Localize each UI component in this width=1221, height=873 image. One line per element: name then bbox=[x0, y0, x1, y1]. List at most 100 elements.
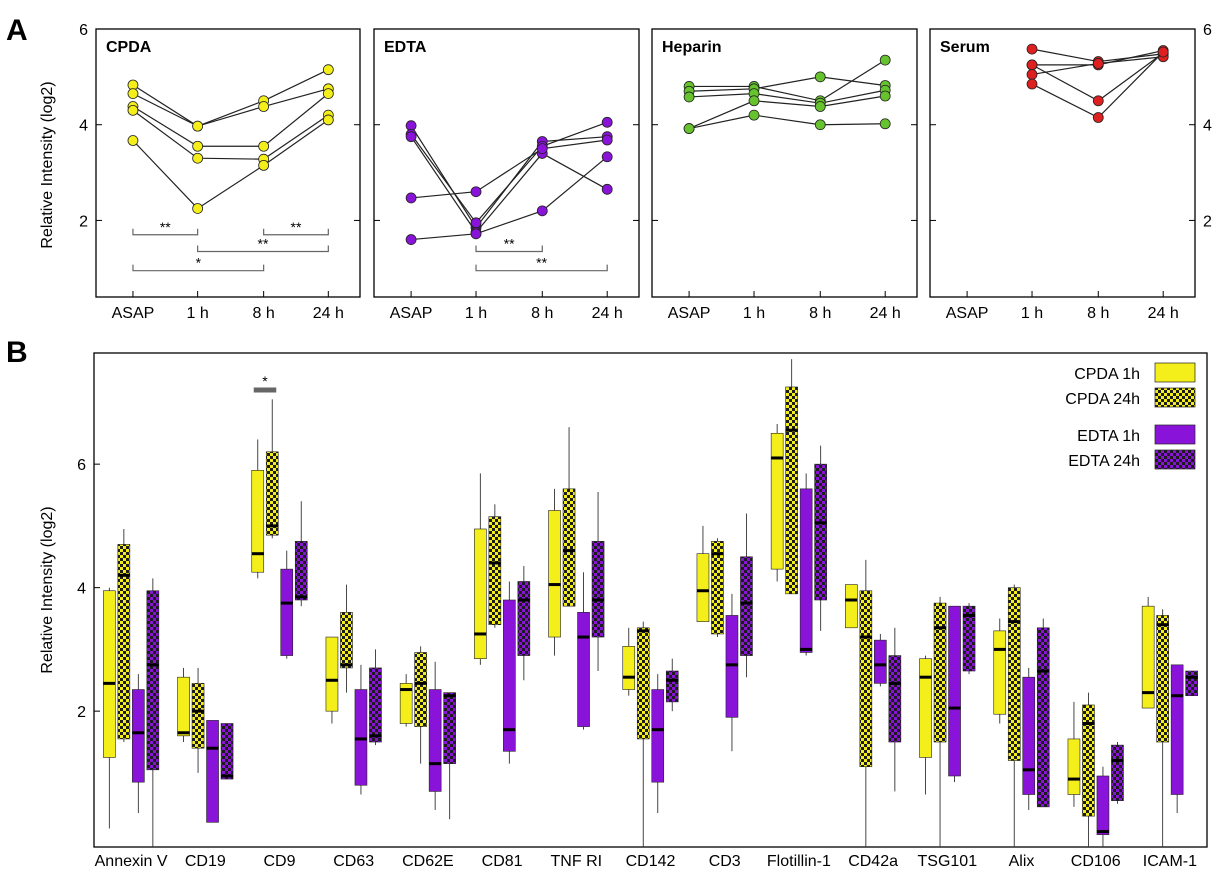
line-chart-serum: Serum 2 4 6 ASAP 1 h 8 h 24 h bbox=[929, 22, 1212, 322]
box bbox=[251, 470, 265, 573]
data-point bbox=[405, 234, 417, 245]
significance-label: * bbox=[262, 373, 268, 389]
y-tick-label: 6 bbox=[79, 22, 88, 39]
box bbox=[503, 599, 516, 752]
data-point bbox=[258, 101, 270, 112]
significance-bracket bbox=[263, 228, 329, 236]
box bbox=[488, 516, 502, 626]
x-tick-label: 1 h bbox=[187, 305, 209, 322]
panel-label-b: B bbox=[6, 336, 28, 369]
data-point bbox=[601, 116, 613, 128]
data-point bbox=[192, 203, 204, 214]
data-point bbox=[1026, 43, 1038, 55]
significance-label: * bbox=[196, 255, 202, 271]
data-point bbox=[405, 131, 417, 143]
significance-label: ** bbox=[291, 219, 302, 235]
chart-title: EDTA bbox=[384, 39, 427, 56]
series-line bbox=[688, 114, 886, 130]
x-tick-label: 1 h bbox=[1021, 305, 1043, 322]
box bbox=[280, 568, 294, 656]
box bbox=[294, 541, 308, 601]
box bbox=[1036, 627, 1050, 808]
series-line bbox=[689, 89, 886, 104]
box bbox=[369, 667, 382, 743]
x-tick-label: Annexin V bbox=[95, 853, 168, 870]
data-point bbox=[127, 135, 139, 146]
line-chart-heparin: Heparin ASAP 1 h 8 h 24 h bbox=[651, 28, 918, 322]
data-point bbox=[192, 152, 204, 164]
data-point bbox=[536, 143, 548, 155]
box bbox=[220, 723, 234, 780]
box bbox=[1170, 664, 1184, 795]
data-point bbox=[879, 118, 891, 130]
series-line bbox=[411, 139, 608, 199]
box bbox=[177, 676, 190, 737]
significance-bracket bbox=[132, 264, 265, 272]
data-point bbox=[814, 119, 826, 131]
y-tick-label: 4 bbox=[79, 118, 88, 135]
x-tick-label: 8 h bbox=[1087, 305, 1109, 322]
x-tick-label: 24 h bbox=[592, 305, 623, 322]
data-point bbox=[322, 88, 334, 100]
box bbox=[577, 612, 590, 727]
box bbox=[651, 689, 665, 783]
data-point bbox=[405, 192, 417, 204]
x-tick-label: ASAP bbox=[390, 305, 433, 322]
series-line bbox=[411, 156, 608, 241]
box bbox=[799, 488, 813, 653]
data-point bbox=[1092, 95, 1104, 107]
significance-label: ** bbox=[536, 255, 547, 271]
panel-label-a: A bbox=[6, 14, 28, 47]
panel-b-y-axis-label: Relative Intensity (log2) bbox=[39, 506, 56, 673]
significance-label: ** bbox=[504, 236, 515, 252]
box bbox=[1156, 615, 1169, 743]
panel-a-y-axis-label: Relative Intensity (log2) bbox=[39, 81, 56, 248]
significance-bracket bbox=[475, 264, 608, 272]
data-point bbox=[879, 90, 891, 102]
box bbox=[206, 720, 219, 823]
x-tick-label: 1 h bbox=[743, 305, 765, 322]
data-point bbox=[322, 114, 334, 126]
chart-title: Serum bbox=[940, 39, 990, 56]
box bbox=[888, 655, 902, 743]
y-tick-label: 6 bbox=[1203, 22, 1212, 39]
x-tick-label: 8 h bbox=[809, 305, 831, 322]
box bbox=[325, 636, 339, 712]
y-tick-label: 6 bbox=[77, 457, 86, 474]
box bbox=[785, 386, 798, 595]
data-point bbox=[192, 140, 204, 152]
data-point bbox=[258, 159, 270, 171]
box bbox=[132, 689, 145, 783]
box bbox=[814, 463, 827, 601]
data-point bbox=[470, 228, 482, 240]
box bbox=[962, 605, 976, 672]
x-tick-label: CD62E bbox=[402, 853, 454, 870]
data-point bbox=[192, 120, 204, 132]
chart-title: Heparin bbox=[662, 39, 722, 56]
box bbox=[1082, 704, 1095, 817]
significance-label: ** bbox=[160, 219, 171, 235]
box bbox=[191, 683, 205, 749]
series-line bbox=[410, 125, 608, 229]
box bbox=[770, 432, 784, 570]
x-tick-label: 24 h bbox=[870, 305, 901, 322]
plot-frame bbox=[651, 28, 918, 298]
x-tick-label: CD142 bbox=[626, 853, 676, 870]
box bbox=[933, 602, 947, 743]
box bbox=[740, 556, 753, 656]
y-tick-label: 2 bbox=[77, 704, 86, 721]
data-point bbox=[1092, 58, 1104, 69]
box bbox=[1141, 605, 1155, 709]
x-tick-label: ICAM-1 bbox=[1143, 853, 1197, 870]
y-tick-label: 2 bbox=[1203, 213, 1212, 230]
data-point bbox=[814, 71, 826, 83]
data-point bbox=[536, 205, 548, 217]
series-line bbox=[689, 59, 886, 102]
data-point bbox=[127, 104, 139, 116]
data-point bbox=[470, 186, 482, 198]
data-point bbox=[683, 123, 695, 134]
data-point bbox=[879, 54, 891, 66]
